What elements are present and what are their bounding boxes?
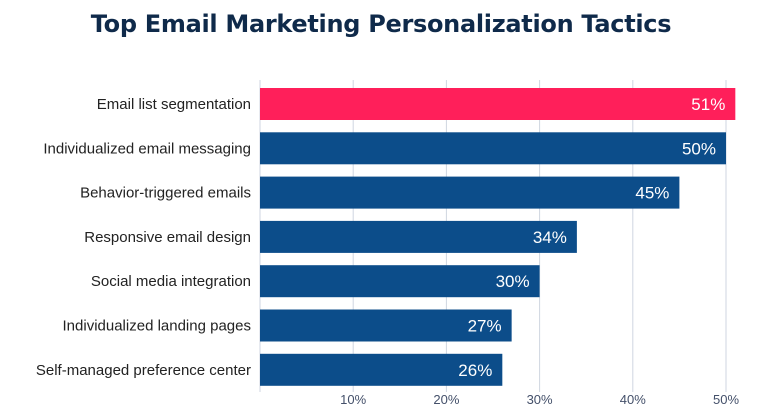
bar-value-label: 50% — [682, 139, 716, 158]
x-tick-label: 40% — [620, 392, 646, 407]
bar — [260, 353, 503, 386]
category-label: Social media integration — [91, 273, 251, 290]
x-tick-label: 50% — [713, 392, 739, 407]
bar — [260, 220, 577, 253]
bar — [260, 132, 726, 165]
category-label: Individualized email messaging — [43, 140, 251, 157]
bar-value-label: 27% — [468, 317, 502, 336]
category-label: Behavior-triggered emails — [80, 185, 251, 202]
bar-value-label: 51% — [691, 95, 725, 114]
category-label: Self-managed preference center — [36, 362, 251, 379]
bar-value-label: 34% — [533, 228, 567, 247]
x-tick-label: 10% — [340, 392, 366, 407]
bar-value-label: 45% — [635, 184, 669, 203]
category-label: Email list segmentation — [97, 96, 251, 113]
bar — [260, 176, 680, 209]
bar-value-label: 30% — [496, 272, 530, 291]
bar — [260, 265, 540, 298]
x-tick-label: 20% — [433, 392, 459, 407]
category-label: Individualized landing pages — [63, 318, 251, 335]
x-tick-label: 30% — [527, 392, 553, 407]
bar — [260, 88, 736, 120]
chart-title: Top Email Marketing Personalization Tact… — [90, 10, 672, 38]
bar-value-label: 26% — [458, 361, 492, 380]
category-label: Responsive email design — [84, 229, 251, 246]
bar — [260, 309, 512, 342]
